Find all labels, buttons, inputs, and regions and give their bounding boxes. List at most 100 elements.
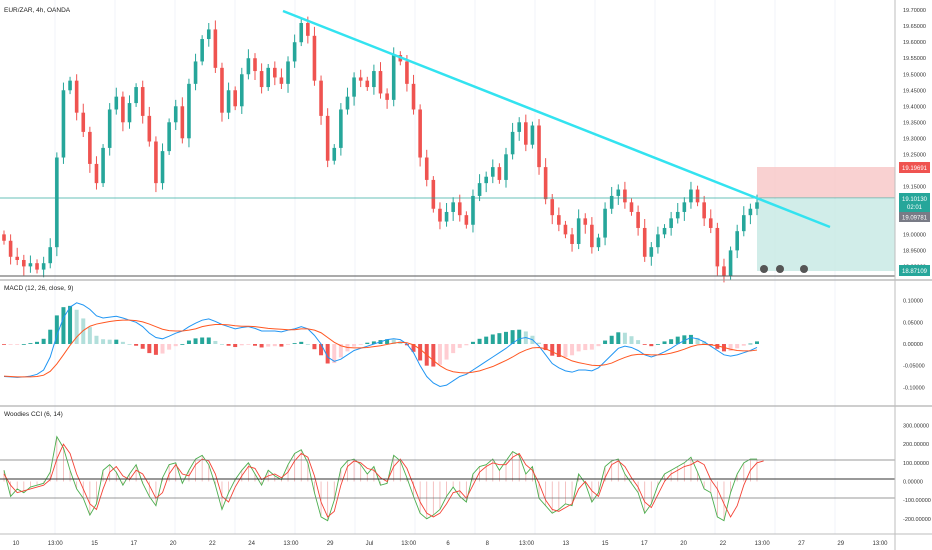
price-tick-label: 19.70000 (903, 8, 926, 14)
candle-body (180, 106, 185, 139)
macd-histogram-bar (570, 344, 575, 356)
candle-body (319, 80, 323, 116)
event-icon[interactable] (800, 265, 808, 273)
candle (345, 87, 350, 115)
cci-tick-label: 100.00000 (903, 461, 929, 467)
macd-histogram-bar (239, 344, 244, 346)
macd-histogram-bar (259, 344, 264, 348)
macd-histogram-bar (662, 341, 667, 344)
price-axis[interactable]: 19.70000 19.65000 19.60000 19.55000 19.50000… (903, 8, 926, 270)
candle-body (669, 218, 673, 228)
candle-body (702, 202, 706, 219)
candle-body (735, 231, 739, 251)
candle (365, 76, 370, 91)
time-tick-label: 13:00 (401, 541, 417, 547)
candle (15, 247, 20, 266)
macd-histogram-bar (497, 333, 502, 344)
candle (656, 226, 660, 254)
candle (273, 61, 277, 86)
stop-loss-zone[interactable] (757, 167, 895, 198)
macd-histogram-bar (642, 344, 647, 345)
symbol-title[interactable]: EUR/ZAR, 4h, OANDA (4, 7, 71, 14)
macd-histogram-bar (213, 340, 218, 344)
candle-body (358, 77, 363, 81)
cci-axis[interactable]: 300.00000 200.00000 100.00000 0.00000 -100.0… (903, 423, 931, 522)
macd-histogram-bar (325, 344, 330, 364)
candle-body (233, 90, 237, 107)
macd-histogram-bar (484, 336, 489, 344)
candle (88, 126, 92, 173)
macd-title[interactable]: MACD (12, 26, close, 9) (4, 285, 73, 292)
candle-body (563, 224, 568, 235)
candle (517, 117, 522, 141)
candle-body (101, 147, 105, 184)
macd-histogram-bar (477, 338, 482, 344)
macd-histogram-bar (385, 339, 390, 344)
cci-lines (3, 435, 764, 522)
candle-body (656, 234, 660, 248)
candle-body (609, 195, 614, 209)
candle (596, 233, 601, 252)
macd-tick-label: -0.05000 (903, 364, 925, 370)
candle (114, 87, 119, 115)
svg-text:02:01: 02:01 (907, 205, 923, 211)
candle-body (596, 237, 601, 248)
macd-tick-label: -0.10000 (903, 385, 925, 391)
macd-histogram-bar (437, 344, 442, 365)
macd-histogram (2, 305, 759, 367)
candle-body (477, 183, 482, 196)
candle-body (616, 189, 621, 196)
macd-histogram-bar (550, 344, 555, 356)
candle (418, 104, 422, 167)
macd-histogram-bar (470, 341, 475, 344)
candle-body (418, 109, 422, 158)
candle (642, 218, 647, 262)
candle-body (81, 112, 86, 132)
macd-histogram-bar (510, 330, 515, 344)
time-tick-label: 10 (13, 541, 20, 547)
macd-histogram-bar (2, 344, 6, 345)
macd-histogram-bar (226, 344, 231, 346)
candle-body (8, 240, 13, 257)
candle (28, 255, 33, 273)
take-profit-zone[interactable] (757, 199, 895, 271)
candle (537, 119, 541, 175)
candle (741, 206, 746, 237)
event-icon[interactable] (776, 265, 784, 273)
candle-body (273, 67, 277, 78)
macd-histogram-bar (246, 344, 251, 345)
event-icon[interactable] (760, 265, 768, 273)
macd-histogram-bar (61, 307, 66, 344)
macd-histogram-bar (583, 344, 588, 351)
macd-axis[interactable]: 0.10000 0.05000 0.00000 -0.05000 -0.10000 (903, 299, 925, 392)
time-axis[interactable]: 10 13:00 15 17 20 22 24 13:00 29 Jul 13:00 6 8 13:00 1… (13, 541, 889, 547)
candle-body (715, 227, 720, 267)
candle (616, 184, 621, 205)
macd-histogram-bar (21, 344, 26, 345)
time-tick-label: 17 (130, 541, 137, 547)
candle (490, 159, 495, 184)
cci-tick-label: 200.00000 (903, 442, 929, 448)
candle (464, 211, 469, 229)
candle-body (444, 211, 449, 222)
time-tick-label: 8 (486, 541, 490, 547)
candle (74, 74, 79, 121)
price-tick-label: 19.60000 (903, 40, 926, 46)
macd-histogram-bar (675, 336, 680, 344)
cci-title[interactable]: Woodies CCI (6, 14) (4, 411, 63, 418)
candle (530, 121, 535, 149)
candle-body (226, 90, 231, 113)
candle-body (61, 90, 66, 158)
macd-tick-label: 0.10000 (903, 299, 923, 305)
candle-body (682, 202, 687, 212)
candle (206, 23, 211, 47)
macd-histogram-bar (735, 344, 740, 349)
candle-body (728, 250, 733, 276)
candle-body (372, 71, 376, 88)
price-tick-label: 19.50000 (903, 72, 926, 78)
time-tick-label: 13:00 (519, 541, 535, 547)
trendline[interactable] (282, 9, 831, 229)
candle (8, 234, 13, 265)
event-markers[interactable] (760, 265, 808, 273)
